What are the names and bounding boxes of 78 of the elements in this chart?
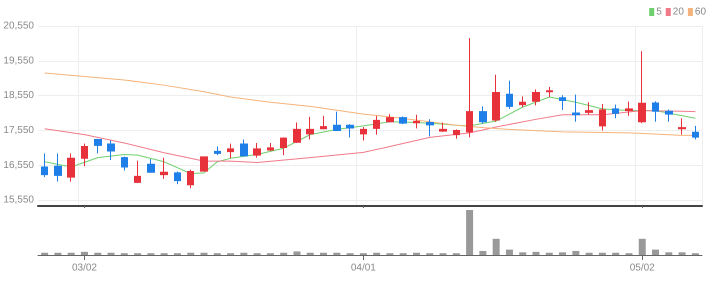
candlestick xyxy=(346,124,354,138)
candlestick xyxy=(559,94,566,110)
candlestick xyxy=(267,142,274,152)
legend-label: 60 xyxy=(694,6,706,18)
candlestick xyxy=(94,138,102,154)
bar xyxy=(80,252,88,255)
bar xyxy=(678,252,686,255)
candlestick xyxy=(227,143,234,159)
candlestick xyxy=(678,118,686,136)
candlestick xyxy=(519,96,526,108)
candlestick xyxy=(453,128,460,140)
bar xyxy=(293,251,300,255)
candlestick xyxy=(134,160,141,184)
legend-label: 20 xyxy=(672,6,684,18)
x-tick-label: 03/02 xyxy=(72,262,98,274)
x-tick-label: 04/01 xyxy=(350,262,376,274)
candlestick xyxy=(360,126,367,142)
candlestick xyxy=(240,139,248,158)
y-tick-label: 17,550 xyxy=(3,124,34,136)
candlestick xyxy=(54,152,62,182)
candlestick xyxy=(160,157,168,180)
y-tick-label: 19,550 xyxy=(3,55,34,66)
bar xyxy=(532,252,540,255)
candlestick xyxy=(41,152,48,178)
candlestick xyxy=(320,115,327,130)
candlestick xyxy=(506,80,513,110)
bar xyxy=(466,210,474,255)
candlestick xyxy=(479,106,487,124)
candlestick xyxy=(174,171,181,185)
candlestick xyxy=(439,122,447,132)
candlestick xyxy=(386,114,394,123)
x-tick-label: 05/02 xyxy=(630,262,656,274)
candlestick xyxy=(200,156,208,172)
candlestick xyxy=(413,114,420,129)
candlestick xyxy=(399,116,407,125)
bar xyxy=(492,238,500,255)
candlestick xyxy=(306,116,314,140)
legend-label: 5 xyxy=(656,6,662,18)
candlestick xyxy=(107,140,115,161)
bar xyxy=(652,250,660,255)
candlestick xyxy=(187,169,194,189)
candlestick xyxy=(426,118,434,137)
bar xyxy=(559,252,566,255)
bar xyxy=(665,252,672,255)
candlestick xyxy=(625,101,633,116)
candlestick xyxy=(253,142,261,158)
bar xyxy=(506,250,513,255)
candlestick xyxy=(67,152,75,182)
bar xyxy=(638,238,646,255)
candlestick xyxy=(81,143,88,167)
candlestick xyxy=(612,104,619,119)
candlestick xyxy=(147,158,155,174)
line-series xyxy=(44,110,696,163)
candlestick xyxy=(214,146,221,156)
candlestick xyxy=(466,38,473,138)
candlestick xyxy=(532,88,540,106)
candlestick xyxy=(373,115,380,136)
y-tick-label: 16,550 xyxy=(3,160,34,171)
bar xyxy=(479,250,486,255)
candlestick xyxy=(546,86,553,98)
y-tick-label: 15,550 xyxy=(3,194,34,206)
candlestick xyxy=(293,122,301,144)
candlestick xyxy=(121,156,128,171)
candlestick xyxy=(652,100,659,122)
bar xyxy=(519,252,526,255)
candlestick xyxy=(692,125,699,140)
candlestick xyxy=(492,74,500,122)
y-tick-label: 20,550 xyxy=(3,20,34,32)
candlestick xyxy=(333,111,341,132)
candlestick xyxy=(599,103,606,131)
y-tick-label: 18,550 xyxy=(3,90,34,102)
candlestick xyxy=(665,109,673,122)
candlestick xyxy=(638,50,646,124)
candlestick xyxy=(280,136,287,156)
line-series xyxy=(44,96,696,174)
candlestick xyxy=(585,102,593,116)
bar xyxy=(572,250,580,255)
candlestick xyxy=(572,94,580,122)
